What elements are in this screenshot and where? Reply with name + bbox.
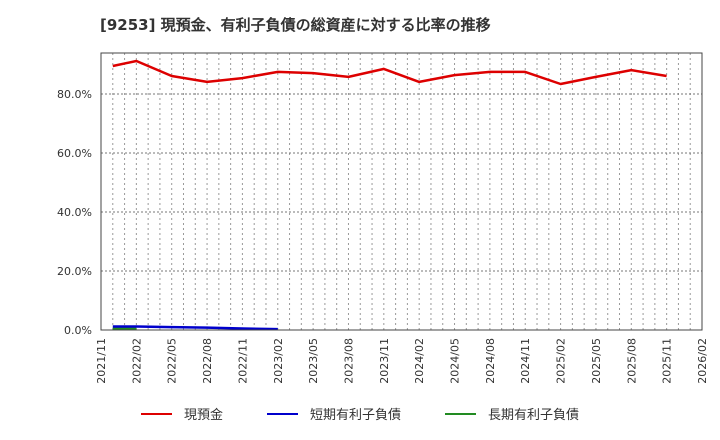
x-tick-label: 2024/05: [449, 338, 462, 384]
grid-lines: [101, 53, 702, 330]
x-tick-label: 2025/11: [661, 338, 674, 384]
x-tick-label: 2022/05: [166, 338, 179, 384]
legend-swatch-green: [445, 412, 476, 415]
y-axis-ticks: 0.0% 20.0% 40.0% 60.0% 80.0%: [57, 88, 92, 337]
x-tick-label: 2022/11: [236, 338, 249, 384]
x-tick-label: 2023/02: [272, 338, 285, 384]
legend-swatch-blue: [266, 412, 298, 415]
x-tick-label: 2021/11: [95, 338, 108, 384]
x-tick-label: 2025/02: [555, 338, 568, 384]
x-tick-label: 2026/02: [696, 338, 709, 384]
x-tick-label: 2025/05: [590, 338, 603, 384]
plot-frame: [100, 52, 703, 331]
x-tick-label: 2024/08: [484, 338, 497, 384]
x-tick-label: 2024/11: [519, 338, 532, 384]
x-axis-ticks: 2021/11 2022/02 2022/05 2022/08 2022/11 2023/…: [95, 338, 709, 384]
x-tick-label: 2023/05: [307, 338, 320, 384]
legend-item-short-term-debt: 短期有利子負債: [266, 404, 401, 423]
series-short-term-debt-line: [112, 325, 278, 331]
y-tick-label: 40.0%: [57, 206, 92, 219]
x-tick-label: 2022/02: [130, 338, 143, 384]
series-cash-line: [112, 59, 667, 86]
x-tick-label: 2023/11: [378, 338, 391, 384]
y-tick-label: 60.0%: [57, 147, 92, 160]
legend-label: 短期有利子負債: [309, 408, 401, 423]
x-tick-label: 2025/08: [625, 338, 638, 384]
legend-label: 長期有利子負債: [488, 408, 580, 423]
y-tick-label: 0.0%: [64, 324, 92, 337]
chart-title: [9253] 現預金、有利子負債の総資産に対する比率の推移: [100, 16, 491, 34]
legend-item-cash: 現預金: [140, 404, 223, 423]
legend: 現預金 短期有利子負債 長期有利子負債: [0, 404, 720, 423]
legend-item-long-term-debt: 長期有利子負債: [445, 404, 579, 423]
legend-label: 現預金: [183, 408, 223, 423]
legend-swatch-red: [140, 412, 172, 415]
y-tick-label: 20.0%: [57, 265, 92, 278]
x-tick-label: 2023/08: [342, 338, 355, 384]
y-tick-label: 80.0%: [57, 88, 92, 101]
data-series: [112, 59, 667, 331]
x-tick-label: 2024/02: [413, 338, 426, 384]
x-tick-label: 2022/08: [201, 338, 214, 384]
